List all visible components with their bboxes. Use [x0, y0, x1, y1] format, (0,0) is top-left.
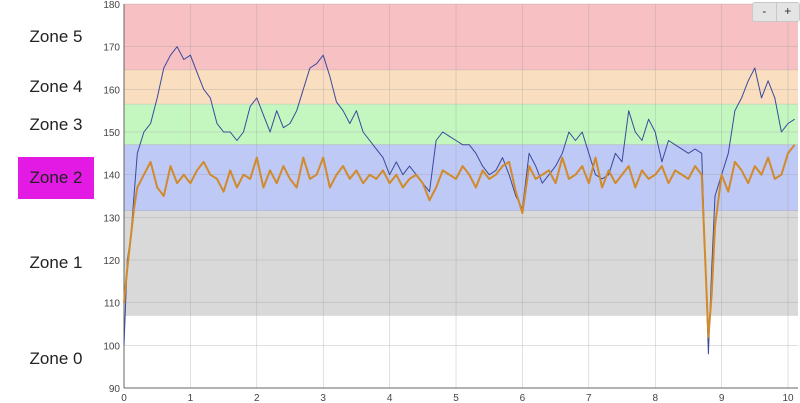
x-tick-label-7: 7: [586, 393, 592, 403]
zone-label-2: Zone 3: [29, 114, 83, 134]
x-tick-label-3: 3: [320, 393, 326, 403]
zone-band-5: [124, 315, 798, 388]
y-tick-label-1: 100: [103, 341, 120, 352]
y-tick-label-6: 150: [103, 128, 120, 139]
y-tick-label-3: 120: [103, 256, 120, 267]
x-tick-label-8: 8: [652, 393, 658, 403]
zone-band-4: [124, 210, 798, 316]
zone-label-5: Zone 0: [29, 349, 83, 368]
y-tick-label-8: 170: [103, 43, 120, 54]
zoom-out-button[interactable]: -: [753, 3, 777, 21]
zone-label-0: Zone 5: [29, 27, 83, 47]
zone-labels: Zone 5 Zone 4 Zone 3 Zone 2 Zone 1 Zone 0: [0, 0, 110, 403]
y-tick-label-7: 160: [103, 85, 120, 96]
y-tick-label-2: 110: [104, 299, 120, 310]
series-line-1: [123, 144, 796, 338]
zone-band-2: [124, 104, 798, 145]
zone-label-1: Zone 4: [29, 77, 83, 97]
zoom-controls: - +: [752, 2, 800, 22]
zone-band-1: [124, 70, 798, 105]
zone-label-4: Zone 1: [29, 253, 83, 273]
x-tick-label-6: 6: [520, 393, 526, 403]
zone-label-3: Zone 2: [18, 156, 94, 199]
series-line-0: [123, 46, 795, 355]
y-tick-label-5: 140: [103, 171, 120, 182]
x-tick-label-5: 5: [453, 393, 459, 403]
x-tick-label-4: 4: [387, 393, 393, 403]
y-tick-label-0: 90: [109, 384, 121, 395]
zone-band-0: [124, 4, 798, 71]
zoom-in-button[interactable]: +: [784, 4, 792, 18]
x-tick-label-9: 9: [719, 393, 725, 403]
x-tick-label-10: 10: [782, 393, 794, 403]
zone-band-3: [124, 144, 798, 211]
x-tick-label-2: 2: [254, 393, 260, 403]
x-tick-label-0: 0: [121, 393, 127, 403]
x-tick-label-1: 1: [188, 393, 194, 403]
y-tick-label-9: 180: [103, 0, 120, 11]
y-tick-label-4: 130: [103, 213, 120, 224]
